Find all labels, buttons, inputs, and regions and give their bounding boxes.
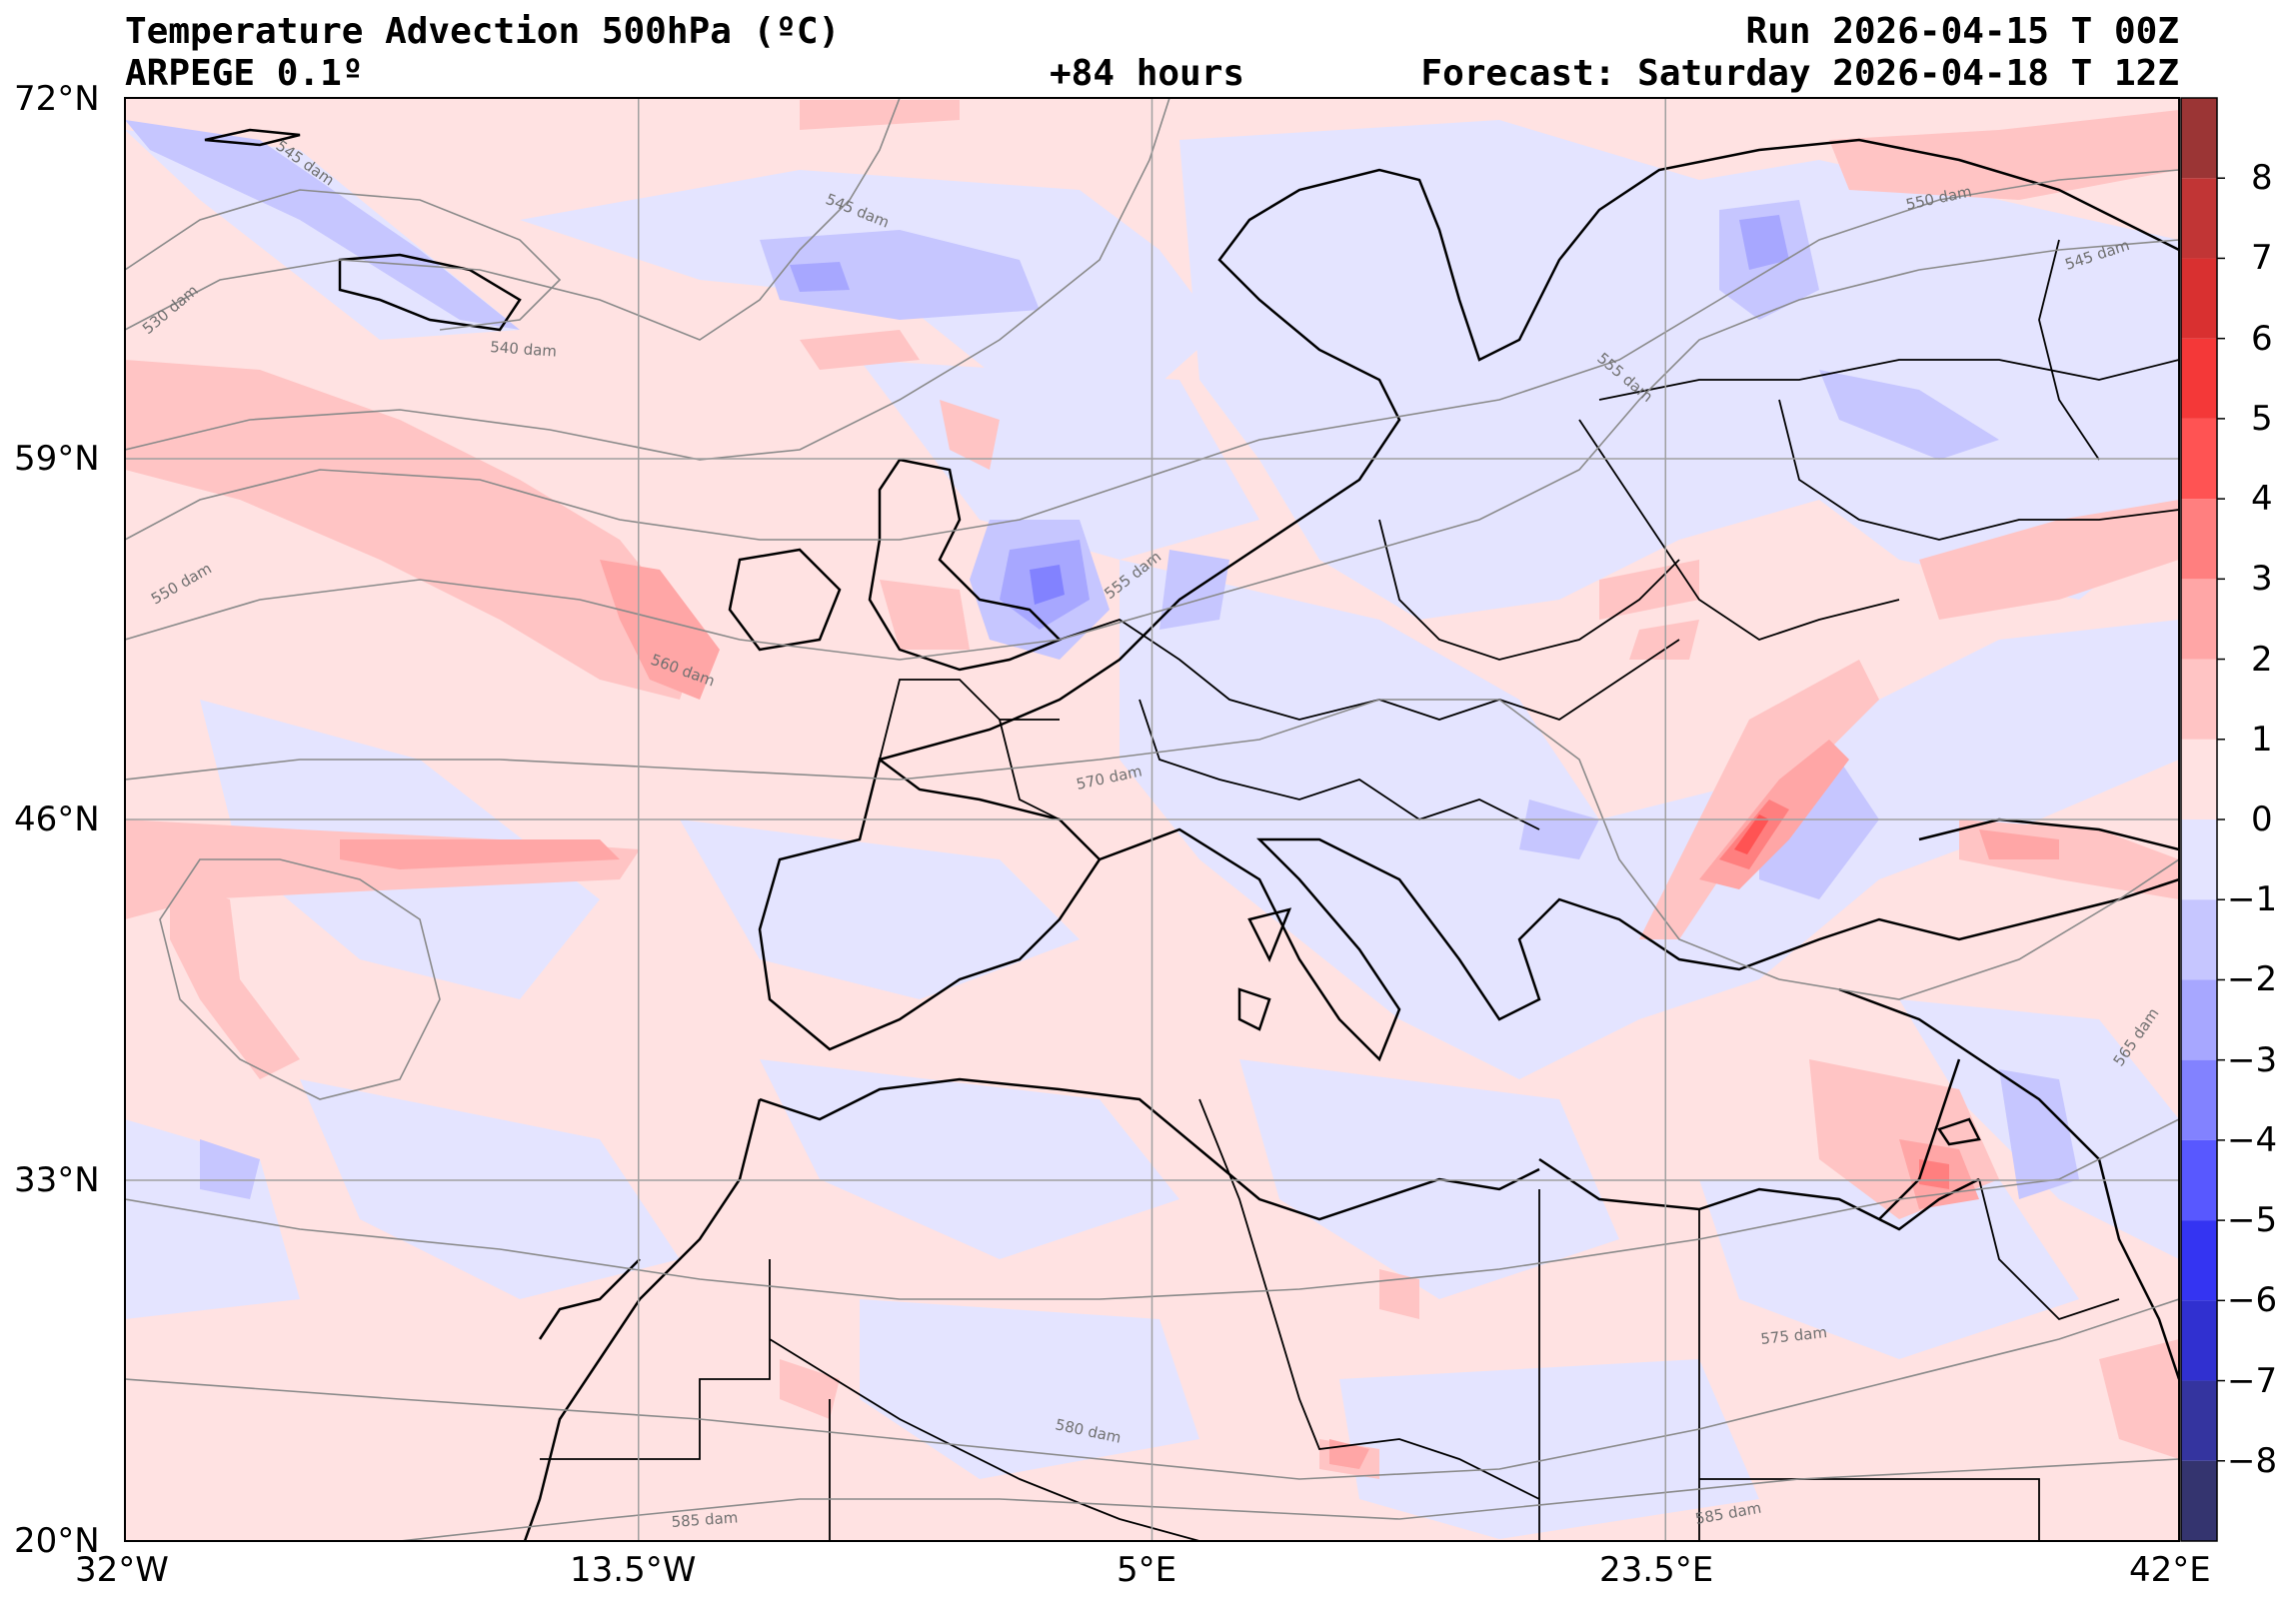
- lon-label: 23.5°E: [1599, 1550, 1714, 1590]
- colorbar-band-warm: [2181, 499, 2217, 580]
- geopotential-contours: [125, 98, 2179, 1541]
- colorbar-band-warm: [2181, 98, 2217, 179]
- colorbar-band-warm: [2181, 178, 2217, 259]
- colorbar: [2181, 98, 2225, 1541]
- colorbar-band-cold: [2181, 1139, 2217, 1221]
- model-name: ARPEGE 0.1º: [125, 53, 364, 94]
- colorbar-band-cold: [2181, 1059, 2217, 1140]
- lat-label: 33°N: [14, 1160, 100, 1200]
- colorbar-band-warm: [2181, 418, 2217, 500]
- colorbar-band-cold: [2181, 1460, 2217, 1541]
- country-borders: [540, 239, 2179, 1541]
- colorbar-band-warm: [2181, 338, 2217, 419]
- colorbar-band-cold: [2181, 979, 2217, 1060]
- colorbar-band-warm: [2181, 258, 2217, 339]
- colorbar-band-cold: [2181, 1380, 2217, 1461]
- colorbar-label: 2: [2251, 639, 2273, 680]
- lon-label: 5°E: [1117, 1550, 1177, 1590]
- lon-label: 42°E: [2129, 1550, 2211, 1590]
- colorbar-band-cold: [2181, 819, 2217, 900]
- contour-label: 540 dam: [490, 338, 558, 361]
- colorbar-label: 0: [2251, 800, 2273, 839]
- colorbar-label: 3: [2251, 559, 2273, 600]
- lon-label: 32°W: [75, 1550, 169, 1590]
- lat-label: 46°N: [14, 800, 100, 839]
- colorbar-label: 8: [2251, 158, 2273, 199]
- forecast-time: Forecast: Saturday 2026-04-18 T 12Z: [1420, 53, 2179, 94]
- map-frame: [124, 97, 2180, 1542]
- colorbar-band-warm: [2181, 579, 2217, 660]
- colorbar-label: 1: [2251, 719, 2273, 760]
- colorbar-label: −6: [2227, 1280, 2278, 1321]
- contour-label: 585 dam: [671, 1508, 739, 1531]
- colorbar-label: 5: [2251, 398, 2273, 439]
- colorbar-label: −1: [2227, 879, 2278, 920]
- lat-label: 59°N: [14, 439, 100, 479]
- colorbar-band-warm: [2181, 659, 2217, 740]
- lead-time: +84 hours: [1050, 53, 1245, 94]
- run-time: Run 2026-04-15 T 00Z: [1745, 11, 2179, 52]
- colorbar-band-cold: [2181, 899, 2217, 980]
- lat-label: 20°N: [14, 1521, 100, 1561]
- colorbar-label: −4: [2227, 1119, 2278, 1160]
- colorbar-band-warm: [2181, 739, 2217, 819]
- coastlines: [204, 128, 2179, 1541]
- colorbar-label: −7: [2227, 1360, 2278, 1401]
- colorbar-label: 4: [2251, 479, 2273, 520]
- colorbar-band-cold: [2181, 1300, 2217, 1381]
- lon-label: 13.5°W: [570, 1550, 697, 1590]
- colorbar-label: −5: [2227, 1200, 2278, 1241]
- colorbar-band-cold: [2181, 1220, 2217, 1301]
- colorbar-label: −8: [2227, 1440, 2278, 1481]
- colorbar-label: −3: [2227, 1039, 2278, 1080]
- lat-label: 72°N: [14, 79, 100, 119]
- chart-title: Temperature Advection 500hPa (ºC): [125, 11, 841, 52]
- colorbar-label: −2: [2227, 959, 2278, 1000]
- colorbar-label: 6: [2251, 318, 2273, 359]
- colorbar-label: 7: [2251, 238, 2273, 279]
- colorbar-frame: [2180, 97, 2218, 1542]
- graticule: [125, 98, 2179, 1541]
